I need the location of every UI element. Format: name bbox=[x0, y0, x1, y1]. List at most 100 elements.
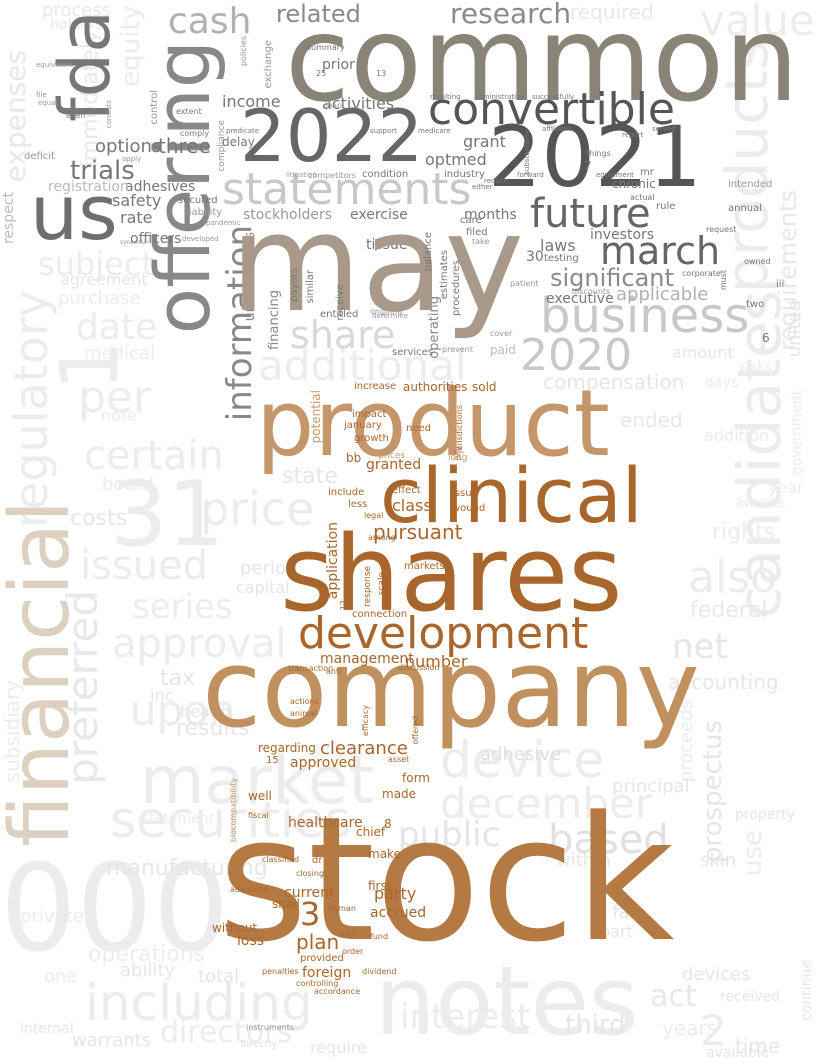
word: asset bbox=[388, 755, 410, 764]
word: comply bbox=[180, 129, 210, 138]
word: entitled bbox=[320, 309, 359, 320]
word: markets bbox=[404, 561, 445, 572]
word: prices bbox=[378, 451, 406, 461]
word: chronic bbox=[612, 177, 656, 191]
word: actual bbox=[630, 193, 655, 202]
word: discounts bbox=[572, 287, 611, 296]
word: safety bbox=[112, 191, 162, 210]
word: less bbox=[348, 499, 368, 510]
word: consists bbox=[105, 100, 113, 129]
word: note bbox=[101, 406, 138, 425]
word: investors bbox=[590, 227, 655, 243]
word: ongoing bbox=[370, 307, 403, 316]
word: executive bbox=[546, 291, 614, 307]
word: paid bbox=[490, 343, 516, 357]
word: warrants bbox=[72, 1030, 152, 1051]
word: report bbox=[622, 131, 644, 139]
word: apply bbox=[122, 155, 142, 163]
word: growth bbox=[354, 433, 389, 444]
word: secured bbox=[178, 195, 218, 206]
word: rule bbox=[656, 201, 676, 212]
word: instruments bbox=[246, 1023, 295, 1032]
word: number bbox=[405, 652, 468, 671]
word: actions bbox=[290, 697, 319, 706]
word: wound bbox=[452, 503, 486, 514]
word: optmed bbox=[425, 150, 487, 169]
word: biocompatibility bbox=[229, 778, 238, 843]
word: per bbox=[78, 372, 152, 423]
word: first bbox=[368, 879, 392, 893]
word: expenses bbox=[0, 50, 32, 183]
word: made bbox=[382, 787, 417, 801]
word: applicable bbox=[616, 284, 709, 305]
word: federal bbox=[690, 598, 768, 623]
word: authorities bbox=[403, 380, 468, 394]
word: services bbox=[392, 347, 434, 358]
word: regarding bbox=[258, 741, 316, 755]
word: administrative bbox=[474, 93, 525, 101]
word: prospectus bbox=[698, 720, 728, 864]
word: well bbox=[248, 789, 272, 803]
word: approved bbox=[290, 755, 357, 771]
word: 2022 bbox=[240, 94, 424, 178]
word: accordance bbox=[314, 987, 361, 996]
word: adhesives bbox=[125, 179, 196, 195]
word: medical bbox=[84, 343, 155, 364]
word: one bbox=[44, 966, 78, 987]
word: healthcare bbox=[288, 815, 363, 831]
word: within bbox=[556, 850, 611, 871]
word: affiliates bbox=[542, 125, 572, 133]
word: public bbox=[398, 815, 501, 855]
word: successfully bbox=[532, 93, 575, 101]
word: provided bbox=[300, 953, 344, 964]
word: united bbox=[784, 300, 805, 358]
word: common bbox=[285, 0, 799, 128]
word: reduce bbox=[484, 177, 509, 185]
word: current bbox=[284, 885, 335, 901]
word: interest bbox=[400, 997, 531, 1037]
word: management bbox=[320, 651, 414, 667]
word: equal bbox=[38, 99, 58, 107]
word: iii bbox=[776, 279, 785, 290]
word: bb bbox=[346, 451, 362, 465]
word: two bbox=[746, 299, 765, 310]
word: 7 bbox=[584, 159, 592, 173]
word: market bbox=[140, 742, 375, 819]
word: skin bbox=[700, 850, 737, 871]
word: control bbox=[149, 90, 160, 125]
word: government bbox=[789, 390, 805, 476]
word: continue bbox=[799, 960, 815, 1021]
word: business bbox=[540, 288, 750, 344]
word: balance bbox=[423, 232, 434, 272]
word: pandemic bbox=[206, 219, 241, 227]
word: long bbox=[448, 453, 468, 463]
word: determine bbox=[372, 312, 409, 320]
word: civil bbox=[340, 929, 356, 938]
word: mr bbox=[640, 167, 654, 178]
word: filed bbox=[466, 227, 488, 238]
word: efficacy bbox=[361, 705, 370, 737]
word: loan bbox=[325, 101, 343, 110]
word: available bbox=[706, 1045, 770, 1061]
word: rate bbox=[120, 208, 153, 227]
word: owned bbox=[744, 257, 771, 266]
word: upon bbox=[130, 686, 236, 735]
word: operations bbox=[88, 942, 206, 967]
word: offered bbox=[411, 716, 420, 745]
word: 8 bbox=[384, 817, 392, 831]
word: impact bbox=[352, 409, 387, 420]
word: ended bbox=[620, 408, 683, 432]
word: december bbox=[440, 779, 653, 828]
word: price bbox=[200, 482, 315, 536]
word: activities bbox=[322, 94, 395, 113]
word: additional bbox=[258, 341, 467, 390]
word: issued bbox=[80, 543, 209, 589]
word: summary bbox=[307, 43, 345, 52]
word: substantially bbox=[523, 130, 531, 175]
word: cash bbox=[168, 1, 252, 42]
word: 3 bbox=[300, 895, 321, 933]
word: options bbox=[95, 136, 162, 157]
word: dividend bbox=[362, 967, 397, 976]
word: holders bbox=[50, 17, 102, 33]
word: company bbox=[202, 627, 700, 752]
